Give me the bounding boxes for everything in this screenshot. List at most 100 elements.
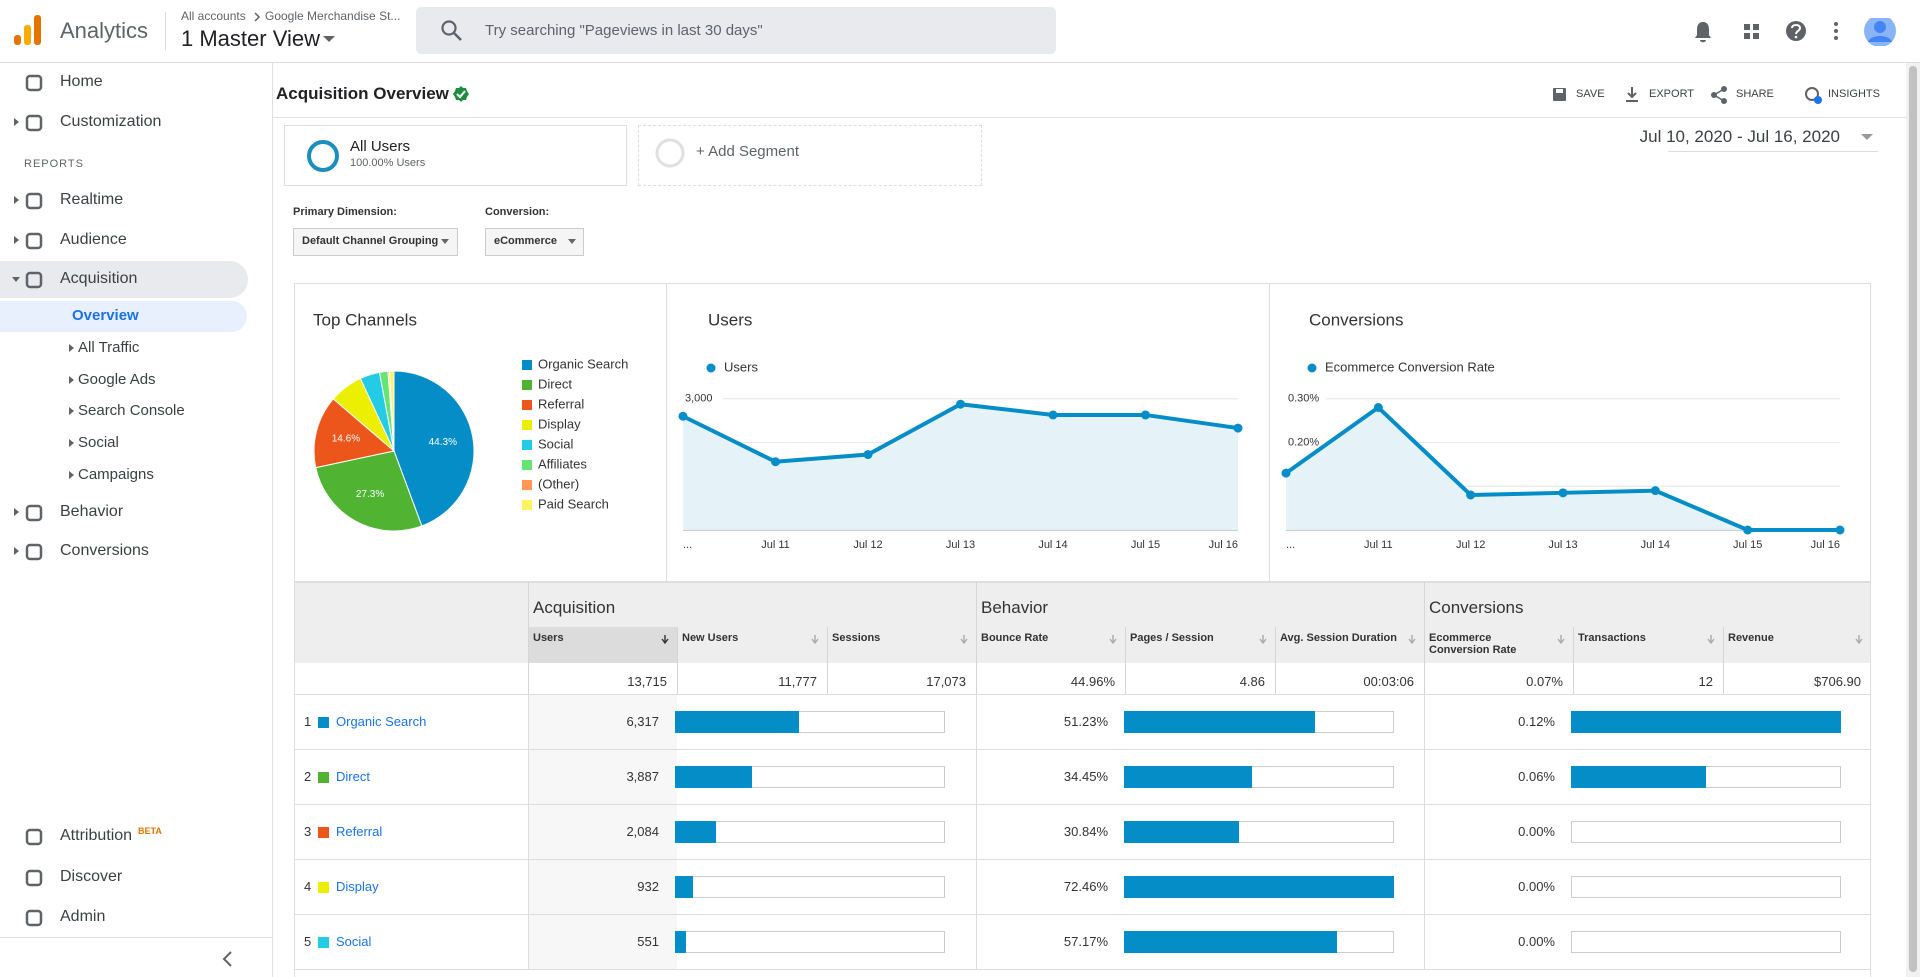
- column-header[interactable]: Ecommerce Conversion Rate: [1429, 632, 1517, 656]
- column-divider: [976, 582, 977, 694]
- column-header[interactable]: Users: [533, 632, 564, 644]
- nav-item[interactable]: Home: [60, 73, 103, 90]
- legend-label: Paid Search: [538, 496, 609, 511]
- column-header[interactable]: Avg. Session Duration: [1280, 632, 1397, 644]
- action-export[interactable]: EXPORT: [1649, 88, 1695, 100]
- nav-item[interactable]: Audience: [60, 231, 127, 248]
- action-share[interactable]: SHARE: [1736, 88, 1774, 100]
- expand-arrow[interactable]: [11, 546, 21, 556]
- column-header[interactable]: Sessions: [832, 632, 881, 644]
- nav-item[interactable]: Admin: [60, 908, 106, 925]
- sorted-cell: [528, 860, 677, 914]
- sorted-cell: [528, 750, 677, 804]
- search-box[interactable]: [416, 7, 1056, 54]
- primary-dimension-select[interactable]: [293, 228, 458, 256]
- cell-divider: [976, 695, 977, 750]
- segment-box[interactable]: [284, 125, 627, 186]
- nav-item[interactable]: Google Ads: [78, 371, 156, 388]
- expand-arrow[interactable]: [66, 470, 76, 480]
- nav-item[interactable]: Acquisition: [60, 270, 138, 287]
- channel-link[interactable]: Direct: [336, 769, 370, 784]
- row-border: [294, 914, 1871, 915]
- cell-divider: [976, 915, 977, 970]
- column-header[interactable]: New Users: [682, 632, 739, 644]
- header-icons: [1695, 18, 1896, 46]
- expand-arrow[interactable]: [66, 343, 76, 353]
- metric-value: 0.00%: [1518, 824, 1555, 839]
- metric-value: 0.00%: [1518, 879, 1555, 894]
- collapse-button[interactable]: [220, 950, 236, 968]
- pie-slice: [315, 450, 423, 532]
- sort-arrow[interactable]: [1408, 634, 1416, 644]
- column-header[interactable]: Revenue: [1728, 632, 1774, 644]
- sort-arrow[interactable]: [661, 634, 669, 644]
- legend-swatch: [522, 460, 532, 470]
- column-header[interactable]: Pages / Session: [1130, 632, 1214, 644]
- arrow-shape: [960, 635, 968, 644]
- nav-item[interactable]: Attribution: [60, 827, 133, 844]
- sort-arrow[interactable]: [811, 634, 819, 644]
- arrow-shape: [69, 439, 74, 447]
- action-save[interactable]: SAVE: [1576, 88, 1605, 100]
- scrollbar-thumb[interactable]: [1909, 66, 1917, 972]
- expand-arrow[interactable]: [66, 438, 76, 448]
- row-border: [294, 804, 1871, 805]
- add-segment[interactable]: + Add Segment: [696, 143, 799, 160]
- nav-item[interactable]: Social: [78, 434, 119, 451]
- total-value: 0.07%: [1526, 674, 1563, 689]
- nav-item[interactable]: Customization: [60, 113, 162, 130]
- column-header[interactable]: Transactions: [1578, 632, 1646, 644]
- action-insights[interactable]: INSIGHTS: [1828, 88, 1880, 100]
- segment-name: All Users: [350, 138, 411, 155]
- icon-shape: [25, 909, 43, 927]
- point: [1141, 410, 1150, 420]
- nav-icon: [25, 543, 43, 561]
- breadcrumb-link[interactable]: All accounts: [181, 9, 246, 23]
- nav-item[interactable]: Overview: [72, 307, 139, 324]
- slice-label: 14.6%: [332, 433, 360, 444]
- channel-link[interactable]: Referral: [336, 824, 383, 839]
- nav-item[interactable]: Conversions: [60, 542, 149, 559]
- metric-value: 0.12%: [1518, 714, 1555, 729]
- expand-arrow[interactable]: [66, 375, 76, 385]
- expand-arrow[interactable]: [11, 117, 21, 127]
- channel-link[interactable]: Social: [336, 934, 372, 949]
- nav-item[interactable]: Search Console: [78, 402, 185, 419]
- sort-arrow[interactable]: [1557, 634, 1565, 644]
- channel-link[interactable]: Display: [336, 879, 379, 894]
- channel-link[interactable]: Organic Search: [336, 714, 427, 729]
- expand-arrow[interactable]: [66, 406, 76, 416]
- metric-value: 57.17%: [1063, 934, 1108, 949]
- nav-item[interactable]: Behavior: [60, 503, 124, 520]
- column-divider: [1125, 627, 1126, 694]
- bar: [1124, 876, 1394, 898]
- nav-item[interactable]: Discover: [60, 868, 123, 885]
- y-tick-label: 0.30%: [1288, 393, 1319, 405]
- breadcrumb-property[interactable]: Google Merchandise St...: [265, 9, 401, 23]
- add-segment-box[interactable]: [638, 125, 982, 186]
- date-range[interactable]: Jul 10, 2020 - Jul 16, 2020: [1639, 127, 1840, 146]
- expand-arrow[interactable]: [11, 507, 21, 517]
- expand-arrow[interactable]: [11, 195, 21, 205]
- panel-divider: [666, 283, 667, 582]
- icon-shape: [25, 271, 43, 289]
- expand-arrow[interactable]: [11, 235, 21, 245]
- sort-arrow[interactable]: [1259, 634, 1267, 644]
- column-divider: [1723, 627, 1724, 694]
- sort-arrow[interactable]: [1707, 634, 1715, 644]
- sort-arrow[interactable]: [1109, 634, 1117, 644]
- nav-item[interactable]: Campaigns: [78, 466, 154, 483]
- x-tick-label: Jul 12: [853, 539, 882, 551]
- expand-arrow[interactable]: [11, 274, 21, 284]
- column-header[interactable]: Bounce Rate: [981, 632, 1049, 644]
- view-selector[interactable]: 1 Master View: [181, 26, 320, 51]
- conversion-select[interactable]: [485, 228, 584, 256]
- nav-item[interactable]: Realtime: [60, 191, 124, 208]
- sort-arrow[interactable]: [1855, 634, 1863, 644]
- nav-item[interactable]: All Traffic: [78, 339, 140, 356]
- column-divider: [1573, 627, 1574, 694]
- cell-divider: [976, 860, 977, 915]
- cell-divider: [528, 915, 529, 970]
- x-tick-label: Jul 12: [1456, 539, 1485, 551]
- sort-arrow[interactable]: [960, 634, 968, 644]
